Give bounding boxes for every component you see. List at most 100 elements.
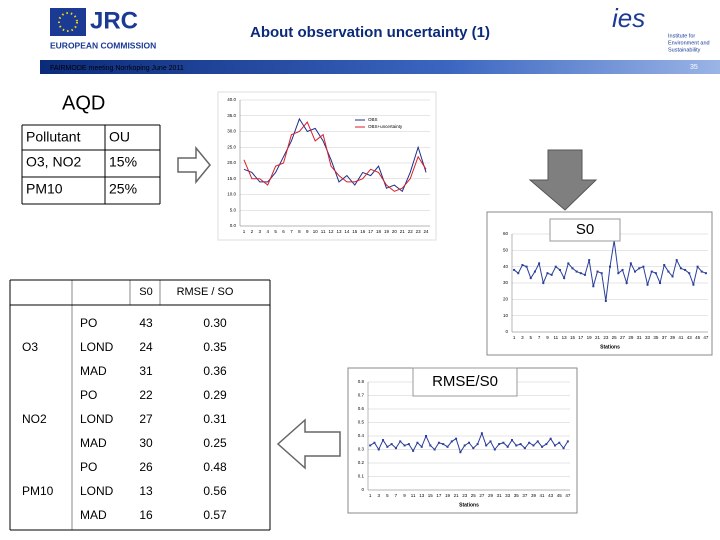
y-tick-label: 50	[503, 248, 509, 253]
arrow-down	[528, 149, 598, 211]
point	[517, 272, 520, 275]
point	[575, 270, 578, 273]
point	[416, 441, 419, 444]
table-cell: O3, NO2	[26, 154, 81, 170]
point	[425, 435, 428, 437]
table-cell: LOND	[80, 340, 114, 354]
point	[679, 267, 682, 270]
point	[696, 265, 699, 268]
series-line	[243, 121, 427, 192]
point	[515, 444, 518, 447]
table-cell: 22	[139, 388, 153, 402]
legend-label: OBS	[368, 117, 378, 122]
x-tick-label: 8	[298, 229, 301, 234]
x-tick-label: 47	[565, 493, 571, 498]
x-tick-label: 16	[360, 229, 366, 234]
point	[532, 444, 535, 447]
point	[596, 270, 599, 273]
point	[433, 448, 436, 451]
arrow-right	[177, 145, 211, 185]
point	[412, 449, 415, 452]
table-cell: PM10	[26, 181, 63, 197]
x-tick-label: 11	[411, 493, 416, 498]
point	[667, 270, 670, 273]
x-tick-label: 3	[377, 493, 380, 498]
x-tick-label: 29	[628, 335, 634, 340]
x-tick-label: 10	[313, 229, 319, 234]
point	[485, 444, 488, 447]
x-tick-label: 9	[306, 229, 309, 234]
point	[558, 268, 561, 271]
y-tick-label: 40	[503, 264, 509, 269]
point	[604, 299, 607, 302]
x-tick-label: 23	[416, 229, 422, 234]
point	[489, 440, 492, 443]
x-tick-label: 35	[514, 493, 520, 498]
x-tick-label: 15	[428, 493, 434, 498]
x-tick-label: 17	[436, 493, 442, 498]
footer-text: FAIRMODE meeting Norrkoping June 2011	[50, 65, 184, 72]
point	[533, 270, 536, 273]
y-tick-label: 0.2	[358, 460, 365, 465]
y-tick-label: 0.3	[358, 447, 365, 452]
y-tick-label: 0.4	[358, 433, 365, 438]
point	[629, 262, 632, 265]
y-tick-label: 30	[503, 280, 509, 285]
x-tick-label: 13	[419, 493, 425, 498]
x-tick-label: 3	[521, 335, 524, 340]
table-cell: MAD	[80, 364, 107, 378]
point	[476, 443, 479, 446]
point	[382, 439, 385, 442]
point	[583, 273, 586, 276]
table-header: S0	[139, 286, 152, 298]
x-tick-label: 7	[290, 229, 293, 234]
group-name: PM10	[22, 484, 54, 498]
header-band	[40, 60, 720, 74]
point	[642, 265, 645, 268]
chart-frame	[217, 91, 437, 241]
point	[468, 441, 470, 444]
x-tick-label: 45	[557, 493, 563, 498]
point	[659, 282, 662, 284]
x-tick-label: 21	[595, 335, 601, 340]
x-tick-label: 27	[479, 493, 485, 498]
group-name: O3	[22, 340, 38, 354]
point	[566, 440, 569, 443]
table-cell: 16	[139, 508, 153, 522]
point	[592, 285, 595, 288]
label-box	[549, 218, 621, 242]
point	[684, 268, 687, 271]
x-axis-label: Stations	[459, 502, 479, 508]
point	[553, 444, 556, 447]
point	[420, 445, 423, 448]
x-tick-label: 1	[369, 493, 372, 498]
table-cell: 0.30	[203, 316, 227, 330]
table-cell: 0.36	[203, 364, 227, 378]
x-tick-label: 9	[546, 335, 549, 340]
x-tick-label: 13	[336, 229, 342, 234]
point	[671, 275, 674, 278]
x-tick-label: 9	[403, 493, 406, 498]
x-tick-label: 11	[553, 335, 558, 340]
table-cell: 0.56	[203, 484, 227, 498]
x-tick-label: 31	[497, 493, 503, 498]
point	[525, 265, 528, 268]
table-cell: PO	[80, 316, 97, 330]
y-tick-label: 0	[505, 329, 508, 334]
table-cell: 0.25	[203, 436, 227, 450]
y-tick-label: 0.1	[358, 474, 365, 479]
x-tick-label: 43	[687, 335, 693, 340]
point	[528, 441, 531, 444]
table-cell: PO	[80, 388, 97, 402]
y-tick-label: 10	[503, 313, 509, 318]
x-tick-label: 41	[540, 493, 546, 498]
y-tick-label: 30.0	[227, 129, 236, 134]
y-tick-label: 20	[503, 297, 509, 302]
table-cell: MAD	[80, 436, 107, 450]
table-cell: 24	[139, 340, 153, 354]
table-header: Pollutant	[26, 129, 81, 145]
y-tick-label: 0.5	[358, 420, 365, 425]
point	[390, 443, 393, 446]
point	[463, 444, 466, 447]
point	[617, 272, 620, 275]
